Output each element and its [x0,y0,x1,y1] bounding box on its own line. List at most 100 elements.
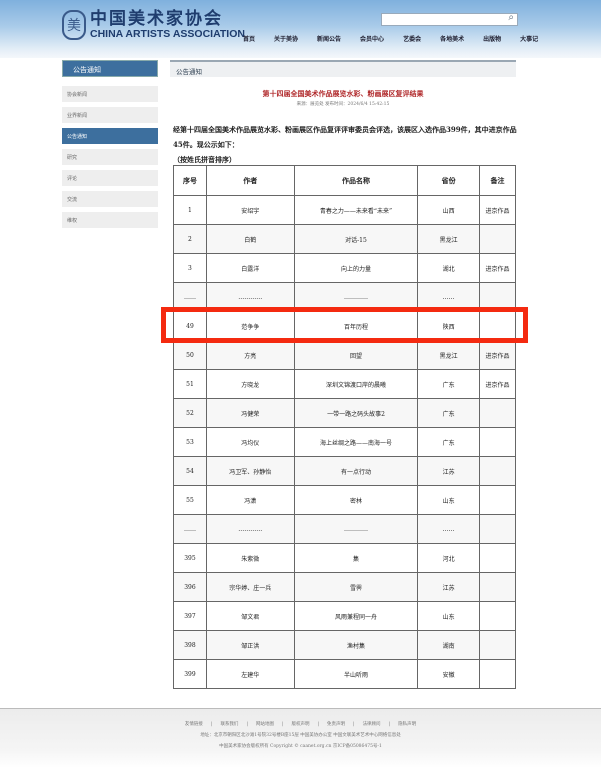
table-row: ……………………………… [173,514,516,544]
nav-item[interactable]: 出版物 [483,36,502,43]
sidebar-title: 公告通知 [62,60,158,77]
article-title: 第十四届全国美术作品展览水彩、粉画展区复评结果 [262,89,424,98]
table-cell: 安徽 [417,659,481,689]
footer-address: 地址：北京市朝阳区北沙滩1号院32号楼B座15层 中国美协办公室 中国文联美术艺… [200,733,401,738]
sidebar-item[interactable]: 公告通知 [62,128,158,144]
table-cell [479,456,516,486]
table-cell: 江苏 [417,456,481,486]
column-header: 序号 [173,165,207,196]
logo-cn: 中国美术家协会 [90,9,223,29]
intro-text: 经第十四届全国美术作品展览水彩、粉画展区作品复评评审委员会评选，该展区入选作品3… [173,125,517,149]
footer-link[interactable]: 友情链接 [184,722,203,727]
footer: 友情链接 | 联系我们 | 网站地图 | 版权声明 | 免责声明 | 法律顾问 | 隐私声明 地址：北京… [0,708,601,768]
footer-link[interactable]: 网站地图 [255,722,274,727]
table-cell: 青春之力——未来看“未来” [293,195,419,225]
table-cell: 396 [173,572,207,602]
table-cell: ………… [293,514,419,544]
nav-item[interactable]: 会员中心 [360,36,385,43]
nav-item[interactable]: 各地美术 [440,36,465,43]
table-cell: 黑龙江 [417,224,481,254]
logo[interactable]: 美 中国美术家协会 CHINA ARTISTS ASSOCIATION [62,10,245,40]
table-row: 395 朱紫微集河北 [173,543,516,573]
table-cell [479,427,516,457]
footer-copyright: 中国美术家协会版权所有 Copyright © caanet.org.cn 京I… [219,744,382,749]
table-cell: 风雨兼程同一舟 [293,601,419,631]
footer-link[interactable]: 联系我们 [220,722,239,727]
table-cell: 渔村集 [293,630,419,660]
footer-link[interactable]: 法律顾问 [362,722,381,727]
footer-link[interactable]: 隐私声明 [398,722,417,727]
sidebar-item[interactable]: 业界新闻 [62,107,158,123]
separator: | [281,722,284,727]
site-header: 美 中国美术家协会 CHINA ARTISTS ASSOCIATION ⌕ 首页… [0,0,601,58]
table-row: 51 方晓龙 深圳文锦渡口岸的晨曦 广东 进京作品 [173,369,516,399]
separator: | [317,722,320,727]
table-cell: 深圳文锦渡口岸的晨曦 [293,369,419,399]
sidebar-item[interactable]: 维权 [62,212,158,228]
table-cell: 朱紫微 [205,543,295,573]
sidebar-item[interactable]: 评论 [62,170,158,186]
separator: | [210,722,213,727]
nav-item[interactable]: 大事记 [520,36,539,43]
table-cell: 广东 [417,427,481,457]
sidebar-item[interactable]: 交流 [62,191,158,207]
search-input[interactable]: ⌕ [381,12,518,26]
table-row: 397 邹文君 风雨兼程同一舟 山东 [173,601,516,631]
table-cell: 黑龙江 [417,340,481,370]
sidebar-item[interactable]: 协会新闻 [62,86,158,102]
table-cell: 安绍宇 [205,195,295,225]
table-cell: 有一点行动 [293,456,419,486]
search-icon[interactable]: ⌕ [508,12,514,23]
table-cell: 395 [173,543,207,573]
table-row: 52 冯健荣 一带一路之码头故事2 广东 [173,398,516,428]
column-header: 备注 [479,165,516,196]
table-cell: 湖南 [417,630,481,660]
sidebar-item[interactable]: 研究 [62,149,158,165]
table-cell: 海上丝绸之路——南海一号 [293,427,419,457]
table-row: 1 安绍宇 青春之力——未来看“未来” 山西 进京作品 [173,195,516,225]
table-cell [479,659,516,689]
sort-note: （按姓氏拼音排序） [173,155,236,164]
nav-item[interactable]: 新闻公告 [317,36,342,43]
table-cell: 冯健荣 [205,398,295,428]
footer-link[interactable]: 免责声明 [327,722,346,727]
table-row: 50 方亮 回望 黑龙江 进京作品 [173,340,516,370]
separator: | [246,722,248,727]
table-cell: 方晓龙 [205,369,295,399]
table-cell: 集 [293,543,419,573]
table-cell [479,311,516,341]
table-cell [479,601,516,631]
table-cell: 398 [173,630,207,660]
logo-en: CHINA ARTISTS ASSOCIATION [90,28,245,40]
table-row: 53 冯均仪 海上丝绸之路——南海一号 广东 [173,427,516,457]
table-cell: 向上的力量 [293,253,419,283]
table-cell: 冯潇 [205,485,295,515]
nav-item[interactable]: 首页 [243,36,256,43]
table-cell: 53 [173,427,207,457]
table-cell: 江苏 [417,572,481,602]
table-cell: 宗华婷、庄一兵 [205,572,295,602]
table-cell [479,224,516,254]
table-row: 399 左建华 半山听雨 安徽 [173,659,516,689]
table-row: 396 宗华婷、庄一兵 雪霁 江苏 [173,572,516,602]
table-cell: 51 [173,369,207,399]
table-cell: 邹正洪 [205,630,295,660]
table-cell: 密林 [293,485,419,515]
results-table: 序号 作者 作品名称 省份 备注 1 安绍宇 青春之力——未来看“未来” 山西 进京作品 2 白鹤对… [173,165,516,689]
table-cell: 左建华 [205,659,295,689]
table-cell [479,543,516,573]
table-cell: 陕西 [417,311,481,341]
table-cell: 百年历程 [293,311,419,341]
table-cell: 湖北 [417,253,481,283]
table-cell: 方亮 [205,340,295,370]
column-header: 作品名称 [293,165,419,196]
nav-item[interactable]: 艺委会 [403,36,422,43]
footer-link[interactable]: 版权声明 [291,722,310,727]
table-row: 49 范争争 百年历程 陕西 [173,311,516,341]
table-cell: 52 [173,398,207,428]
table-cell: 范争争 [205,311,295,341]
table-cell [479,572,516,602]
table-cell: 3 [173,253,207,283]
table-cell: 进京作品 [479,340,516,370]
nav-item[interactable]: 关于美协 [274,36,299,43]
